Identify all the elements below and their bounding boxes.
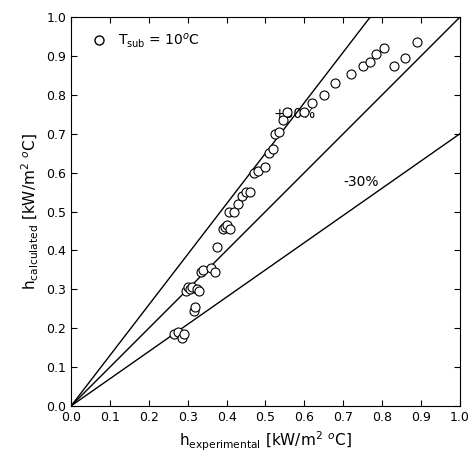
Point bbox=[347, 70, 355, 77]
Point bbox=[182, 287, 190, 295]
Point bbox=[198, 268, 205, 276]
Point bbox=[219, 226, 227, 233]
Point bbox=[191, 303, 199, 311]
Point bbox=[170, 330, 178, 338]
Point bbox=[230, 208, 238, 215]
Point bbox=[254, 167, 262, 174]
Point bbox=[413, 39, 421, 46]
Point bbox=[221, 223, 228, 231]
Point bbox=[186, 286, 193, 293]
Point bbox=[227, 226, 234, 233]
Point bbox=[211, 268, 219, 276]
Point bbox=[271, 130, 279, 138]
Point bbox=[332, 80, 339, 87]
Point bbox=[213, 243, 220, 250]
Point bbox=[320, 91, 328, 99]
Point bbox=[269, 146, 277, 153]
Point bbox=[366, 58, 374, 66]
Point bbox=[188, 284, 195, 291]
Point bbox=[193, 286, 201, 293]
Point bbox=[275, 128, 283, 136]
Point bbox=[401, 54, 409, 62]
Text: -30%: -30% bbox=[343, 175, 379, 189]
Point bbox=[174, 328, 182, 336]
Point bbox=[180, 330, 188, 338]
Point bbox=[373, 50, 380, 58]
Point bbox=[246, 188, 254, 196]
Point bbox=[250, 169, 257, 176]
Point bbox=[184, 284, 191, 291]
Point bbox=[178, 334, 186, 342]
Point bbox=[190, 307, 197, 314]
Point bbox=[262, 163, 269, 171]
Point bbox=[279, 117, 287, 124]
Point bbox=[283, 109, 291, 116]
X-axis label: h$_\mathrm{experimental}$ [kW/m$^2$ $^o$C]: h$_\mathrm{experimental}$ [kW/m$^2$ $^o$… bbox=[179, 429, 352, 452]
Text: +30%: +30% bbox=[273, 107, 316, 121]
Point bbox=[380, 45, 388, 52]
Point bbox=[207, 264, 215, 272]
Point bbox=[238, 193, 246, 200]
Point bbox=[390, 62, 398, 70]
Point bbox=[235, 200, 242, 207]
Point bbox=[265, 150, 273, 157]
Point bbox=[359, 62, 366, 70]
Legend: T$_\mathrm{sub}$ = 10$^o$C: T$_\mathrm{sub}$ = 10$^o$C bbox=[78, 24, 207, 56]
Point bbox=[200, 266, 207, 273]
Point bbox=[225, 208, 232, 215]
Point bbox=[223, 221, 230, 229]
Y-axis label: h$_\mathrm{calculated}$ [kW/m$^2$ $^o$C]: h$_\mathrm{calculated}$ [kW/m$^2$ $^o$C] bbox=[19, 133, 41, 290]
Point bbox=[242, 188, 250, 196]
Point bbox=[301, 109, 308, 116]
Point bbox=[196, 287, 203, 295]
Point bbox=[308, 99, 316, 106]
